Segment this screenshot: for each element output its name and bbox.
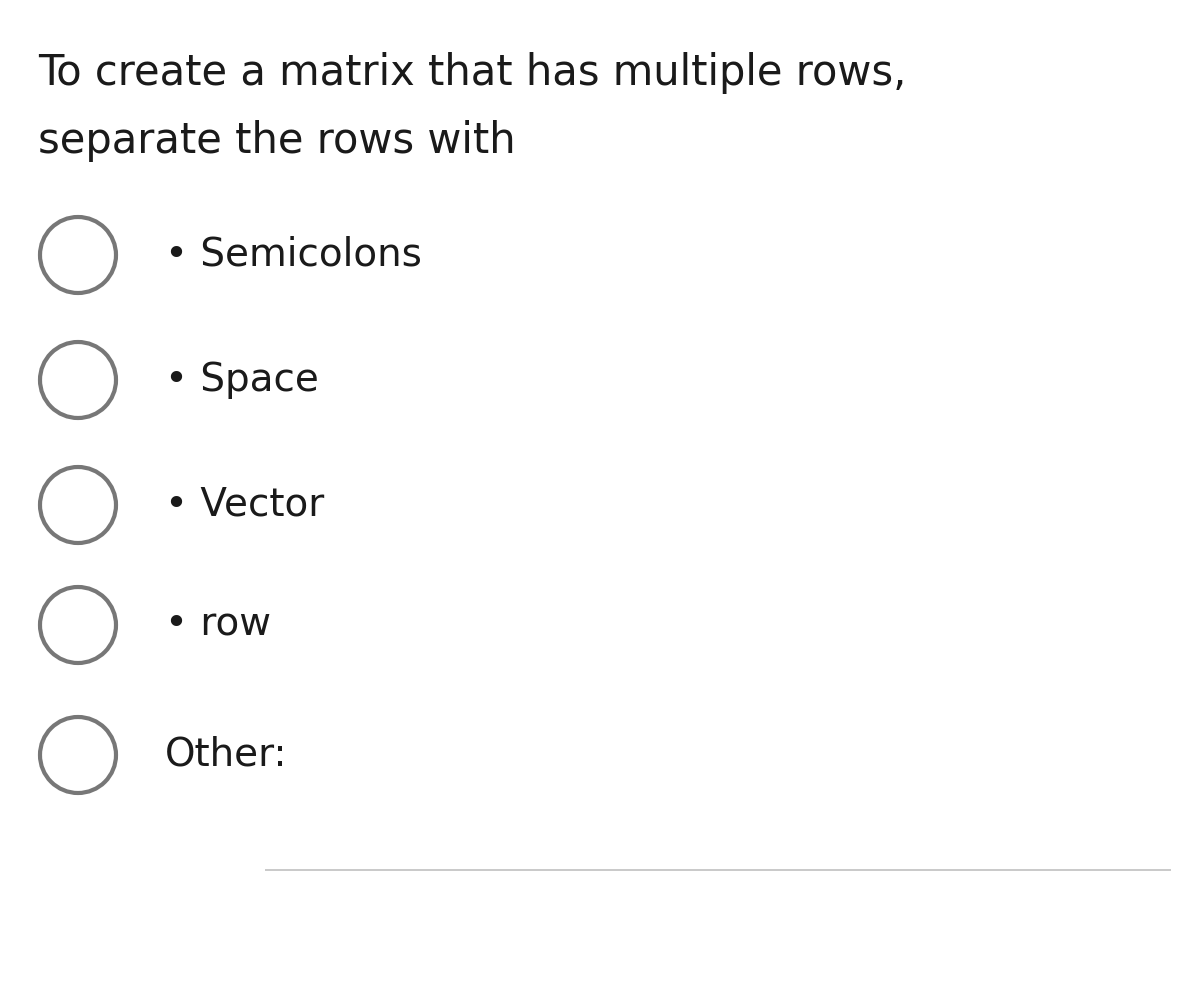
Text: • Semicolons: • Semicolons — [166, 236, 422, 274]
Text: Other:: Other: — [166, 736, 287, 774]
Text: • Vector: • Vector — [166, 486, 324, 524]
Text: • row: • row — [166, 606, 272, 644]
Text: To create a matrix that has multiple rows,: To create a matrix that has multiple row… — [38, 52, 906, 94]
Text: separate the rows with: separate the rows with — [38, 120, 516, 162]
Text: • Space: • Space — [166, 361, 319, 399]
